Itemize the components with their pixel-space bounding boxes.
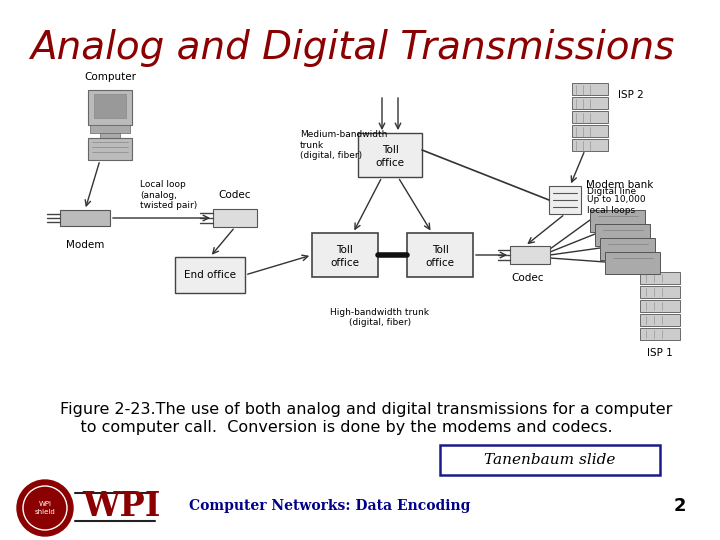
Bar	[407, 233, 473, 277]
Bar	[572, 97, 608, 109]
Text: Modem bank: Modem bank	[586, 180, 654, 190]
Bar	[572, 83, 608, 95]
Bar	[510, 246, 550, 264]
Text: Digital line: Digital line	[587, 187, 636, 197]
Text: office: office	[376, 158, 405, 168]
Text: office: office	[426, 258, 454, 268]
Text: Figure 2-23.The use of both analog and digital transmissions for a computer: Figure 2-23.The use of both analog and d…	[60, 402, 672, 417]
Text: Up to 10,000
local loops: Up to 10,000 local loops	[587, 195, 646, 215]
Bar	[600, 238, 655, 260]
Bar	[90, 125, 130, 133]
Text: Local loop
(analog,
twisted pair): Local loop (analog, twisted pair)	[140, 180, 197, 210]
Bar	[640, 314, 680, 326]
Text: ISP 1: ISP 1	[647, 348, 673, 358]
Text: to computer call.  Conversion is done by the modems and codecs.: to computer call. Conversion is done by …	[60, 420, 613, 435]
Bar	[88, 138, 132, 160]
Text: Computer: Computer	[84, 72, 136, 82]
Bar	[640, 300, 680, 312]
Text: Toll: Toll	[431, 245, 449, 255]
Text: Codec: Codec	[219, 190, 251, 200]
Bar	[640, 328, 680, 340]
Bar	[312, 233, 378, 277]
Bar	[640, 286, 680, 298]
Text: Tanenbaum slide: Tanenbaum slide	[485, 453, 616, 467]
Text: Modem: Modem	[66, 240, 104, 250]
Bar	[440, 445, 660, 475]
Text: WPI: WPI	[82, 489, 161, 523]
Text: Toll: Toll	[382, 145, 398, 155]
Text: Codec: Codec	[512, 273, 544, 283]
Bar	[94, 94, 126, 118]
Bar	[590, 210, 645, 232]
Bar	[605, 252, 660, 274]
Text: WPI
shield: WPI shield	[35, 502, 55, 515]
Bar	[640, 272, 680, 284]
Bar	[549, 186, 581, 214]
Bar	[175, 257, 245, 293]
Text: Toll: Toll	[336, 245, 354, 255]
Circle shape	[17, 480, 73, 536]
Bar	[213, 209, 257, 227]
Text: 2: 2	[674, 497, 686, 515]
Bar	[358, 133, 422, 177]
Bar	[595, 224, 650, 246]
Text: High-bandwidth trunk
(digital, fiber): High-bandwidth trunk (digital, fiber)	[330, 308, 430, 327]
Bar	[572, 139, 608, 151]
Text: Medium-bandwidth
trunk
(digital, fiber): Medium-bandwidth trunk (digital, fiber)	[300, 130, 387, 160]
Bar	[88, 90, 132, 125]
Text: End office: End office	[184, 270, 236, 280]
Bar	[60, 210, 110, 226]
Text: ISP 2: ISP 2	[618, 90, 644, 100]
Bar	[572, 111, 608, 123]
Bar	[100, 133, 120, 138]
Text: Computer Networks: Data Encoding: Computer Networks: Data Encoding	[189, 499, 471, 513]
Bar	[572, 125, 608, 137]
Text: Analog and Digital Transmissions: Analog and Digital Transmissions	[30, 29, 675, 67]
Text: office: office	[330, 258, 359, 268]
